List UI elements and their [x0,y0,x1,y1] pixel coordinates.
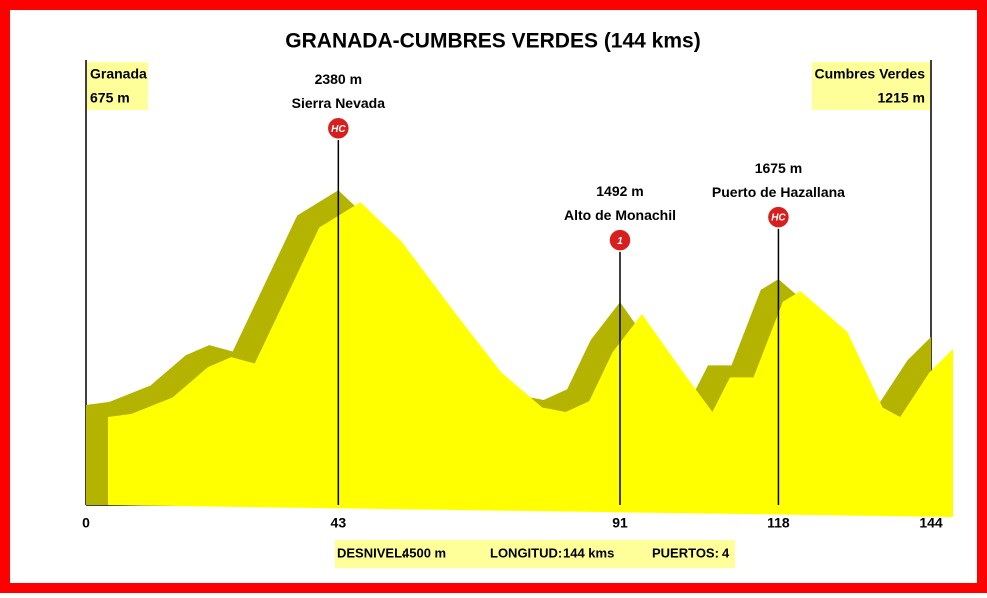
x-tick-label: 0 [82,515,90,531]
climb-value: 1492 m [596,183,643,199]
climb-category: HC [331,124,346,135]
climb-marker [326,116,351,141]
climb-name: Alto de Monachil [564,207,676,223]
x-tick-label: 118 [767,515,790,531]
footer-label: DESNIVEL: [337,545,406,560]
footer-label: PUERTOS: [652,545,719,560]
x-tick-label: 91 [612,515,628,531]
climb-marker [766,205,791,229]
start-name: Granada [90,66,147,82]
chart-title: GRANADA-CUMBRES VERDES (144 kms) [285,30,700,53]
x-tick-label: 144 [919,515,943,531]
x-tick-label: 43 [331,515,347,531]
start-value: 675 m [90,90,130,106]
footer-value: 144 kms [563,545,614,560]
profile-area [108,202,953,517]
footer-box [335,540,735,568]
climb-category: HC [771,213,786,224]
climb-value: 2380 m [315,71,362,87]
climb-name: Sierra Nevada [292,95,386,111]
end-value: 1215 m [878,90,925,106]
climb-category: 1 [617,236,623,247]
footer-value: 4500 m [402,545,446,560]
climb-value: 1675 m [755,160,802,176]
end-name: Cumbres Verdes [815,66,926,82]
climb-marker [608,228,632,252]
footer-label: LONGITUD: [490,545,562,560]
footer-value: 4 [722,545,730,560]
climb-name: Puerto de Hazallana [712,184,845,200]
end-box [812,62,930,110]
start-box [87,62,148,110]
